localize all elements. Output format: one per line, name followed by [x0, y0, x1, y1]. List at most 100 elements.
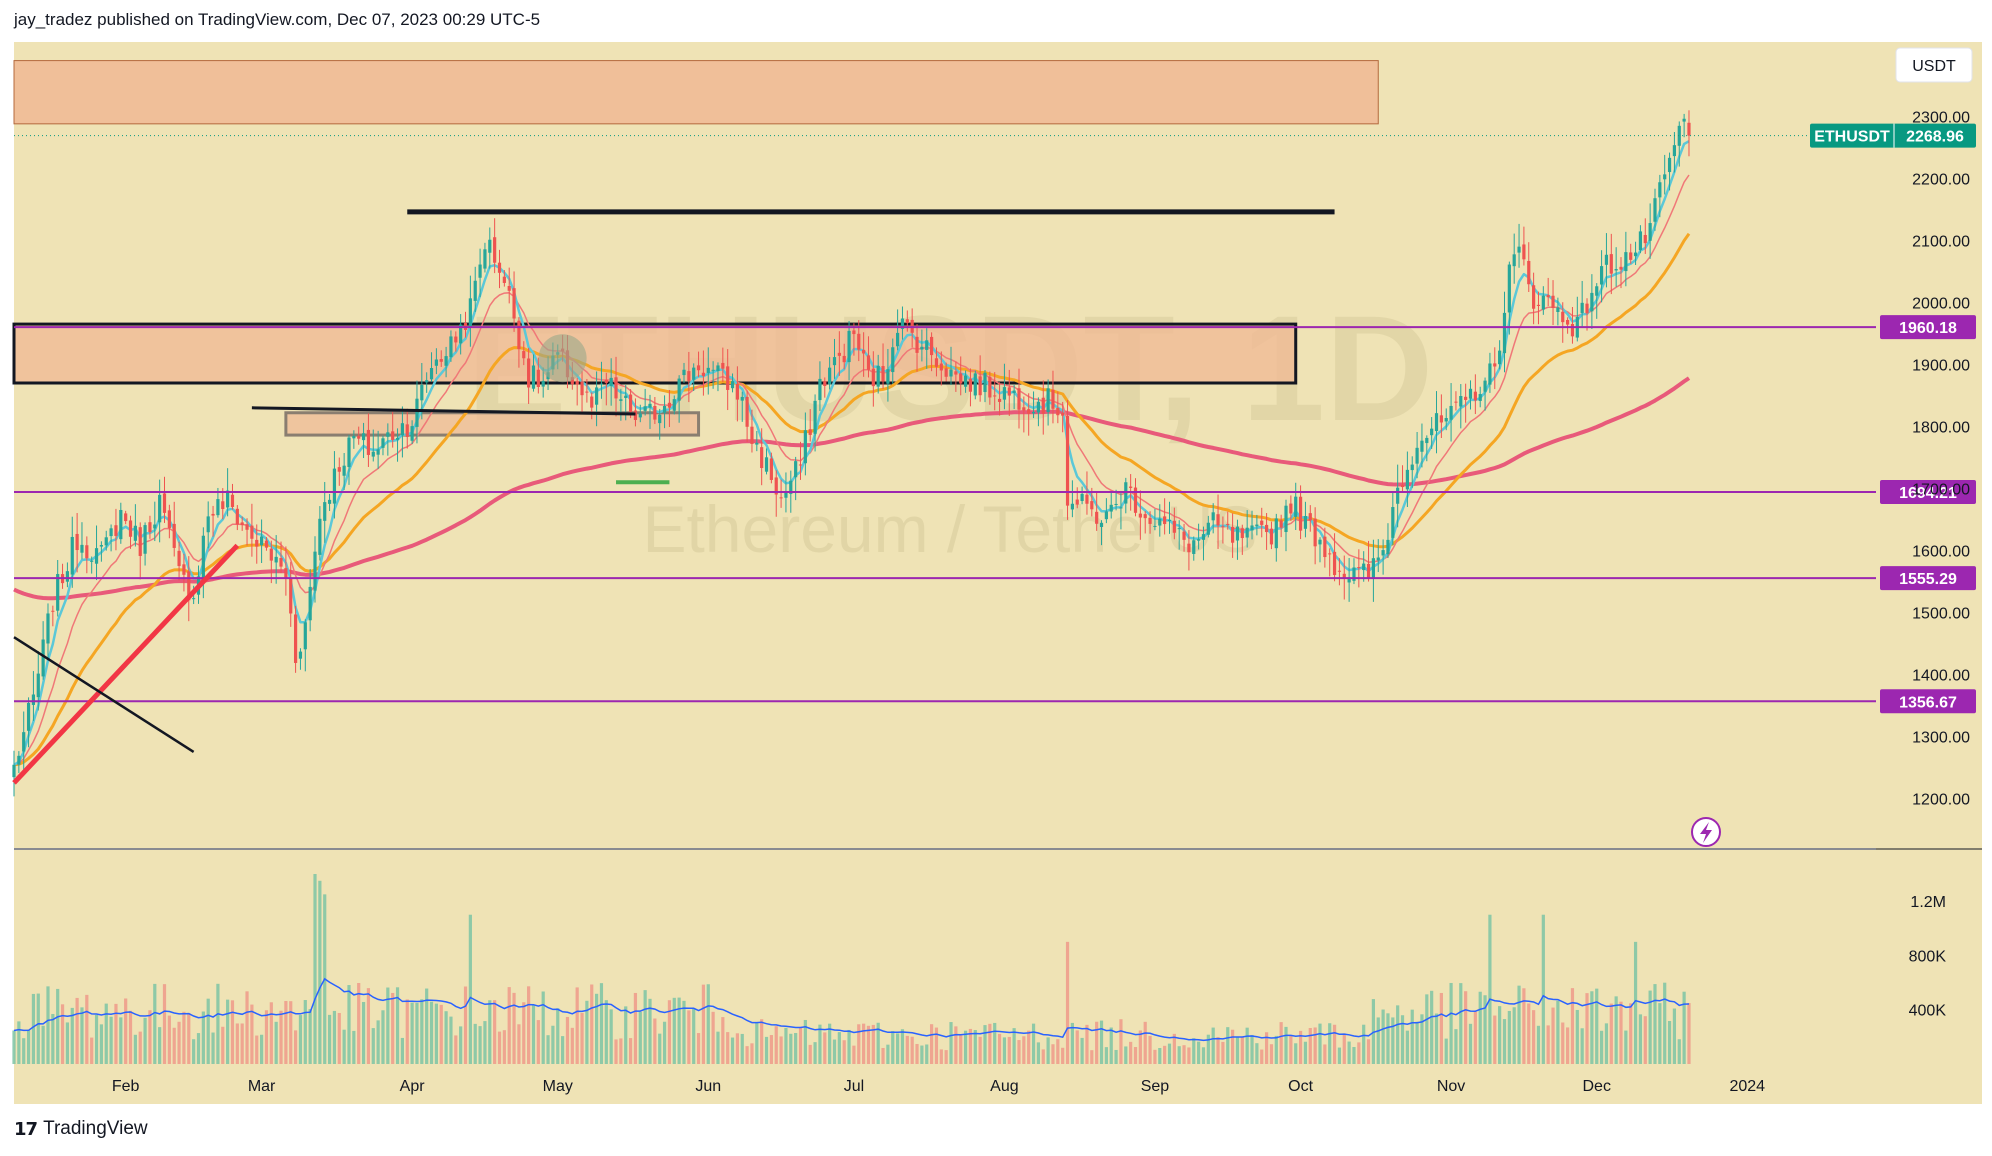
volume-bar: [483, 1021, 487, 1064]
candle-body: [1362, 563, 1366, 571]
candle-body: [624, 395, 628, 398]
candle-body: [1187, 543, 1191, 553]
candle-body: [1352, 567, 1356, 581]
candle-body: [886, 369, 890, 384]
candle: [289, 561, 293, 627]
candle-body: [614, 377, 618, 399]
candle-body: [260, 536, 264, 546]
mid-resistance-zone: [12, 322, 1298, 385]
candle-body: [1449, 405, 1453, 420]
candle-body: [692, 367, 696, 380]
volume-bar: [609, 1009, 613, 1064]
candle-body: [740, 396, 744, 401]
candle-body: [235, 508, 239, 525]
candle: [604, 372, 608, 406]
candle: [478, 248, 482, 298]
candle: [148, 515, 152, 539]
volume-bar: [1464, 991, 1468, 1064]
volume-bar: [1561, 1022, 1565, 1064]
candle-body: [133, 525, 137, 541]
candle-body: [502, 276, 506, 283]
candle-body: [1648, 223, 1652, 241]
volume-bar: [920, 1045, 924, 1064]
candle-body: [17, 755, 21, 765]
candle-body: [959, 373, 963, 384]
candle-body: [167, 510, 171, 529]
candle: [187, 556, 191, 622]
candle-body: [517, 320, 521, 350]
candle: [1483, 377, 1487, 411]
candle: [1376, 539, 1380, 573]
footer[interactable]: 17 TradingView: [14, 1118, 148, 1140]
candle: [808, 409, 812, 442]
candle-body: [852, 330, 856, 335]
candle-body: [128, 520, 133, 537]
lightning-icon[interactable]: [1691, 817, 1721, 847]
candle: [90, 556, 94, 574]
candle-body: [939, 363, 943, 371]
volume-bar: [614, 1039, 618, 1064]
last-price-symbol: ETHUSDT: [1814, 129, 1890, 146]
volume-bar: [182, 1011, 186, 1064]
currency-button[interactable]: USDT: [1895, 47, 1973, 83]
candle-body: [1192, 540, 1196, 554]
candle-body: [1425, 437, 1429, 444]
candle-body: [357, 435, 361, 439]
candle-body: [1119, 507, 1123, 509]
candle-body: [963, 375, 968, 387]
ma-200-path: [13, 376, 1691, 601]
candle-body: [279, 557, 283, 567]
volume-bar: [507, 987, 511, 1064]
volume-bar: [963, 1030, 968, 1064]
candle-body: [162, 493, 167, 513]
volume-bar: [847, 1029, 851, 1064]
volume-bar: [531, 1005, 536, 1064]
volume-bar: [1672, 1008, 1677, 1064]
candle-body: [891, 347, 895, 373]
horizontal-levels[interactable]: 1960.18 1694.21 1555.29 1356.67: [14, 135, 1976, 714]
candle-body: [124, 513, 128, 522]
volume-bar: [716, 1031, 720, 1064]
volume-bar: [590, 984, 594, 1064]
resistance-zones[interactable]: [12, 60, 1379, 437]
price-tick-label: 1900.00: [1912, 357, 1970, 374]
candle: [75, 513, 79, 573]
volume-bar: [425, 988, 429, 1064]
candle: [1667, 152, 1672, 191]
candle: [672, 395, 676, 415]
candle-body: [1298, 496, 1303, 531]
volume-bar: [1308, 1028, 1312, 1064]
volume-bar: [755, 1022, 759, 1064]
level-label: 1960.18: [1899, 320, 1957, 337]
volume-bar: [1061, 1047, 1065, 1064]
volume-bar: [1022, 1036, 1026, 1064]
trend-drawings[interactable]: [12, 209, 1335, 785]
volume-bar: [1357, 1042, 1361, 1064]
volume-bar: [978, 1036, 982, 1064]
volume-bar: [162, 984, 167, 1064]
candle: [303, 619, 307, 672]
candle-body: [1216, 514, 1220, 526]
time-axis[interactable]: Feb Mar Apr May Jun Jul Aug Sep Oct Nov Dec 2024: [112, 1078, 1765, 1095]
candle-body: [1687, 122, 1691, 136]
candlestick-series[interactable]: [12, 110, 1691, 797]
candle: [230, 483, 235, 510]
volume-bar: [463, 986, 468, 1064]
volume-bar: [1221, 1041, 1225, 1064]
candle: [915, 324, 919, 372]
volume-bar: [1430, 990, 1434, 1064]
candle-body: [1095, 511, 1099, 524]
candle: [386, 423, 390, 456]
candle-body: [415, 398, 419, 427]
candle-body: [721, 362, 725, 369]
volume-bar: [1260, 1049, 1264, 1064]
volume-bar: [187, 1012, 191, 1064]
candle-body: [158, 494, 162, 523]
price-axis[interactable]: 1200.00 1300.00 1400.00 1500.00 1600.00 1700.…: [1810, 109, 1976, 1020]
candle-body: [153, 524, 157, 529]
volume-bar: [279, 1010, 283, 1064]
candle-body: [784, 492, 788, 498]
candle: [1536, 291, 1541, 325]
candle-body: [920, 346, 924, 350]
